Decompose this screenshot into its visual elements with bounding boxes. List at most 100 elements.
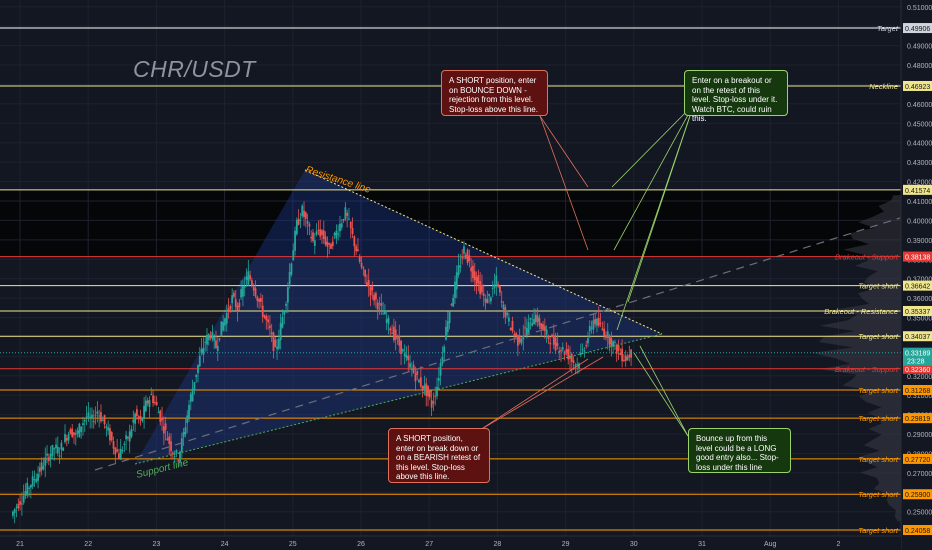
- connector-red-bottom: [479, 358, 589, 431]
- candle-body: [15, 506, 18, 509]
- candle-body: [103, 415, 106, 425]
- candle-body: [527, 322, 530, 333]
- time-axis: 21 22 23 24 25 26 27 28 29 30 31 Aug 2: [0, 535, 901, 550]
- candle-body: [26, 482, 29, 496]
- candle-body: [375, 293, 377, 300]
- price-tick-14: 0.37000: [907, 277, 932, 284]
- candle-body: [310, 236, 313, 239]
- candle-body: [569, 355, 571, 359]
- candle-body: [33, 479, 36, 481]
- time-tick-7: 28: [494, 541, 502, 548]
- candle-body: [251, 280, 253, 286]
- candle-body: [490, 297, 492, 302]
- candle-body: [437, 378, 440, 381]
- horizontal-levels: Target Neckline Brakeout - Support Target s…: [0, 24, 901, 535]
- candle-body: [13, 509, 16, 514]
- candle-body: [540, 323, 543, 329]
- price-tag-10: [903, 453, 932, 464]
- candle-body: [279, 323, 282, 341]
- candle-body: [89, 416, 92, 418]
- candle-body: [455, 272, 458, 290]
- candle-body: [130, 429, 133, 437]
- level-label-9: Target short: [858, 414, 899, 423]
- candle-body: [538, 318, 541, 326]
- candle-body: [92, 421, 95, 423]
- candle-body: [599, 323, 602, 325]
- candle-body: [272, 332, 275, 352]
- candle-body: [326, 241, 329, 247]
- annotation-bounce-long: Bounce up from this level could be a LON…: [688, 428, 791, 473]
- candle-body: [565, 349, 568, 353]
- connector-red-top: [539, 115, 589, 188]
- candle-body: [148, 400, 151, 407]
- candle-body: [188, 404, 190, 420]
- candle-body: [283, 311, 286, 315]
- candle-body: [285, 303, 287, 306]
- candle-body: [401, 349, 404, 352]
- price-tick-6: 0.45000: [907, 121, 932, 128]
- candle-body: [578, 363, 580, 369]
- candle-body: [585, 345, 588, 347]
- candle-body: [37, 473, 39, 481]
- level-label-6: Target short: [858, 332, 899, 341]
- level-label-10: Target short: [858, 455, 899, 464]
- candle-body: [218, 338, 221, 340]
- candle-body: [394, 329, 397, 340]
- candle-body: [67, 434, 70, 441]
- candle-body: [55, 444, 57, 449]
- triangle-pattern: [135, 170, 662, 464]
- candle-body: [570, 354, 573, 362]
- connector-red-bottom: [479, 356, 604, 431]
- candle-body: [461, 257, 464, 259]
- candle-body: [445, 326, 447, 340]
- candle-body: [303, 210, 305, 217]
- price-tick-9: 0.42000: [907, 180, 932, 187]
- price-tag-text-11: 0.25900: [905, 492, 930, 499]
- candle-body: [587, 338, 589, 344]
- candle-body: [42, 466, 45, 470]
- time-tick-8: 29: [562, 541, 570, 548]
- candle-body: [403, 353, 406, 357]
- candle-body: [502, 304, 505, 310]
- candle-body: [511, 320, 514, 331]
- price-tag-0: [903, 23, 932, 34]
- candle-body: [49, 454, 52, 459]
- candle-body: [164, 423, 167, 430]
- candle-body: [198, 355, 201, 367]
- candle-body: [371, 285, 374, 291]
- candle-body: [531, 322, 534, 326]
- price-tag-2: [903, 184, 932, 195]
- candle-body: [306, 221, 309, 224]
- candle-body: [173, 456, 176, 458]
- candle-body: [621, 348, 624, 362]
- candle-body: [459, 265, 462, 268]
- candle-body: [495, 275, 498, 285]
- price-tick-10: 0.41000: [907, 199, 932, 206]
- candle-body: [339, 223, 341, 232]
- candle-body: [603, 328, 606, 336]
- candle-body: [107, 427, 110, 431]
- candle-body: [597, 317, 600, 326]
- candle-body: [71, 428, 74, 437]
- time-tick-2: 23: [153, 541, 161, 548]
- price-tag-text-7: 0.32360: [905, 367, 930, 374]
- level-label-11: Target short: [858, 490, 899, 499]
- candle-body: [364, 269, 367, 277]
- candle-body: [324, 236, 327, 245]
- price-tick-0: 0.51000: [907, 5, 932, 12]
- candle-body: [234, 299, 237, 307]
- candle-body: [211, 332, 214, 339]
- candle-body: [46, 453, 48, 456]
- candle-body: [443, 346, 446, 353]
- candle-body: [297, 218, 300, 225]
- candle-body: [362, 267, 365, 269]
- candle-body: [481, 284, 483, 293]
- candle-body: [454, 281, 456, 298]
- candle-body: [238, 302, 241, 308]
- candle-body: [184, 427, 187, 435]
- connector-green-top: [613, 103, 695, 251]
- candle-body: [583, 350, 586, 352]
- candle-body: [216, 345, 219, 351]
- candle-body: [463, 246, 465, 254]
- candle-body: [439, 363, 442, 376]
